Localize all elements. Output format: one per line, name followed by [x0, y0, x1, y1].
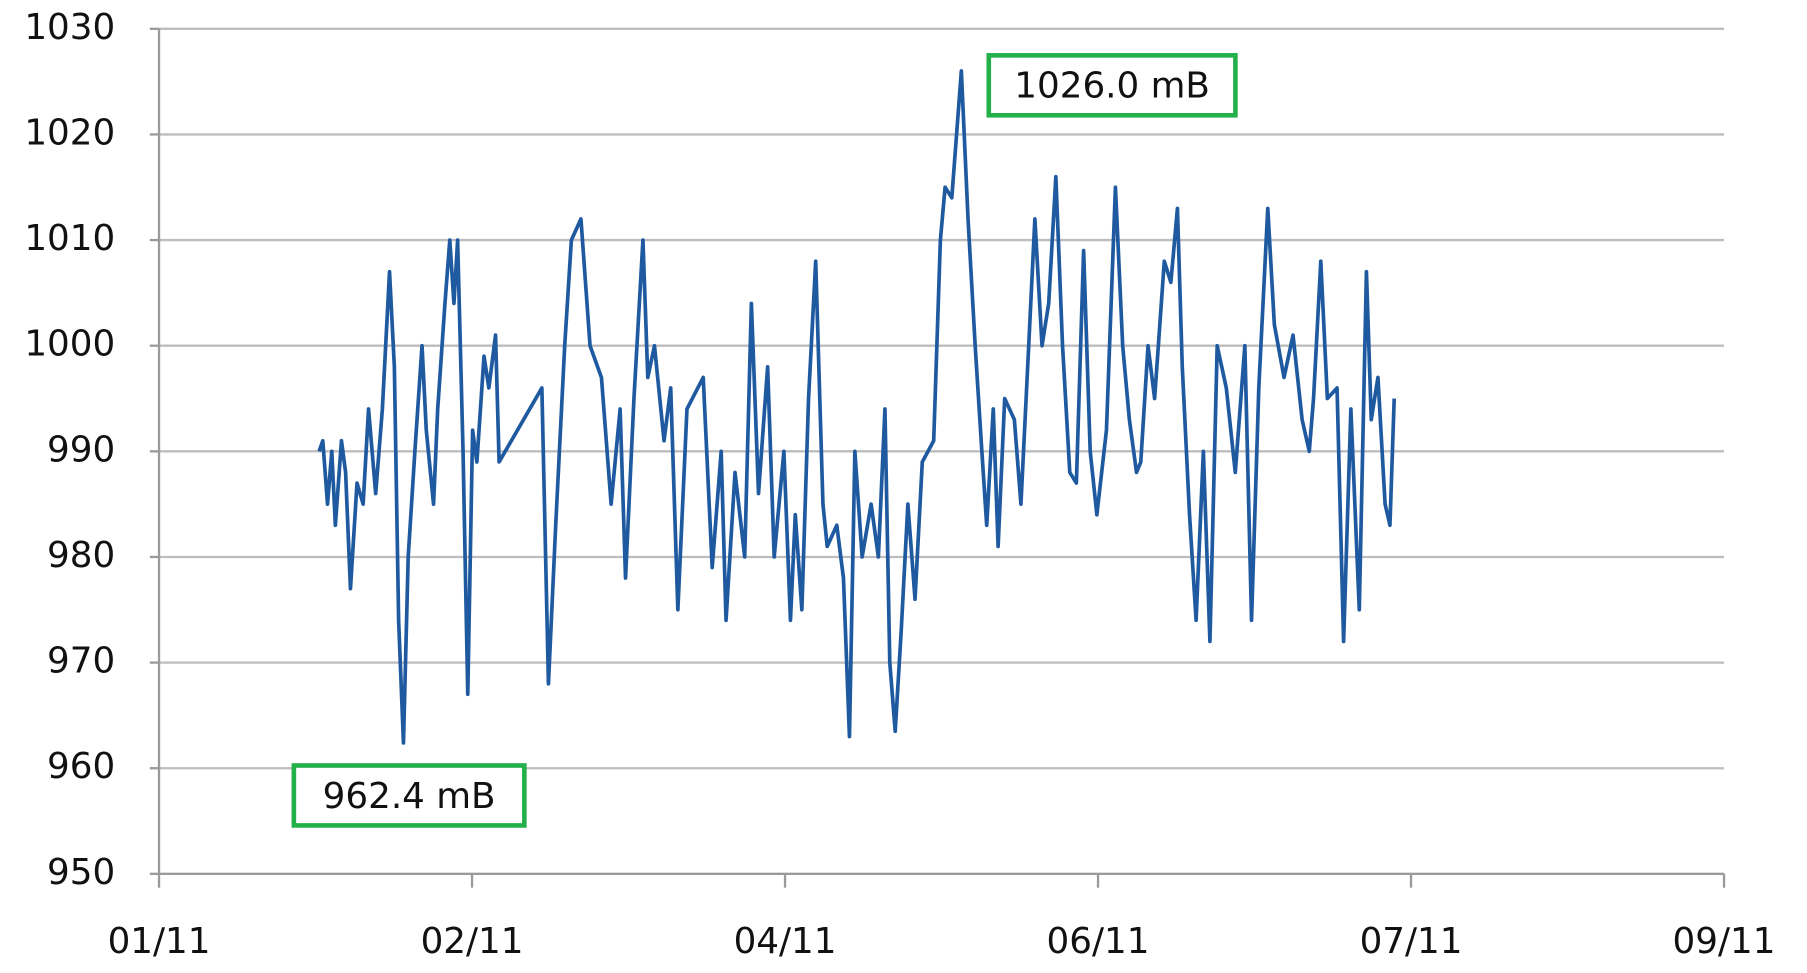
x-tick-label: 02/11: [421, 921, 524, 962]
y-tick-label: 990: [47, 429, 115, 470]
x-tick-label: 01/11: [108, 921, 211, 962]
y-tick-label: 980: [47, 535, 115, 576]
y-tick-label: 960: [47, 746, 115, 787]
annotation: 1026.0 mB: [1014, 66, 1210, 107]
y-tick-label: 1010: [24, 218, 115, 259]
annotation: 962.4 mB: [323, 776, 496, 817]
x-tick-label: 06/11: [1047, 921, 1150, 962]
annotation-box: [291, 763, 527, 828]
annotation-box: [986, 53, 1238, 118]
x-tick-label: 09/11: [1673, 921, 1776, 962]
y-tick-label: 1000: [24, 324, 115, 365]
data-line: [317, 69, 1397, 745]
y-tick-label: 1030: [24, 7, 115, 48]
y-tick-label: 970: [47, 641, 115, 682]
y-tick-label: 950: [47, 852, 115, 893]
x-tick-label: 07/11: [1360, 921, 1463, 962]
y-tick-label: 1020: [24, 112, 115, 153]
x-tick-label: 04/11: [734, 921, 837, 962]
